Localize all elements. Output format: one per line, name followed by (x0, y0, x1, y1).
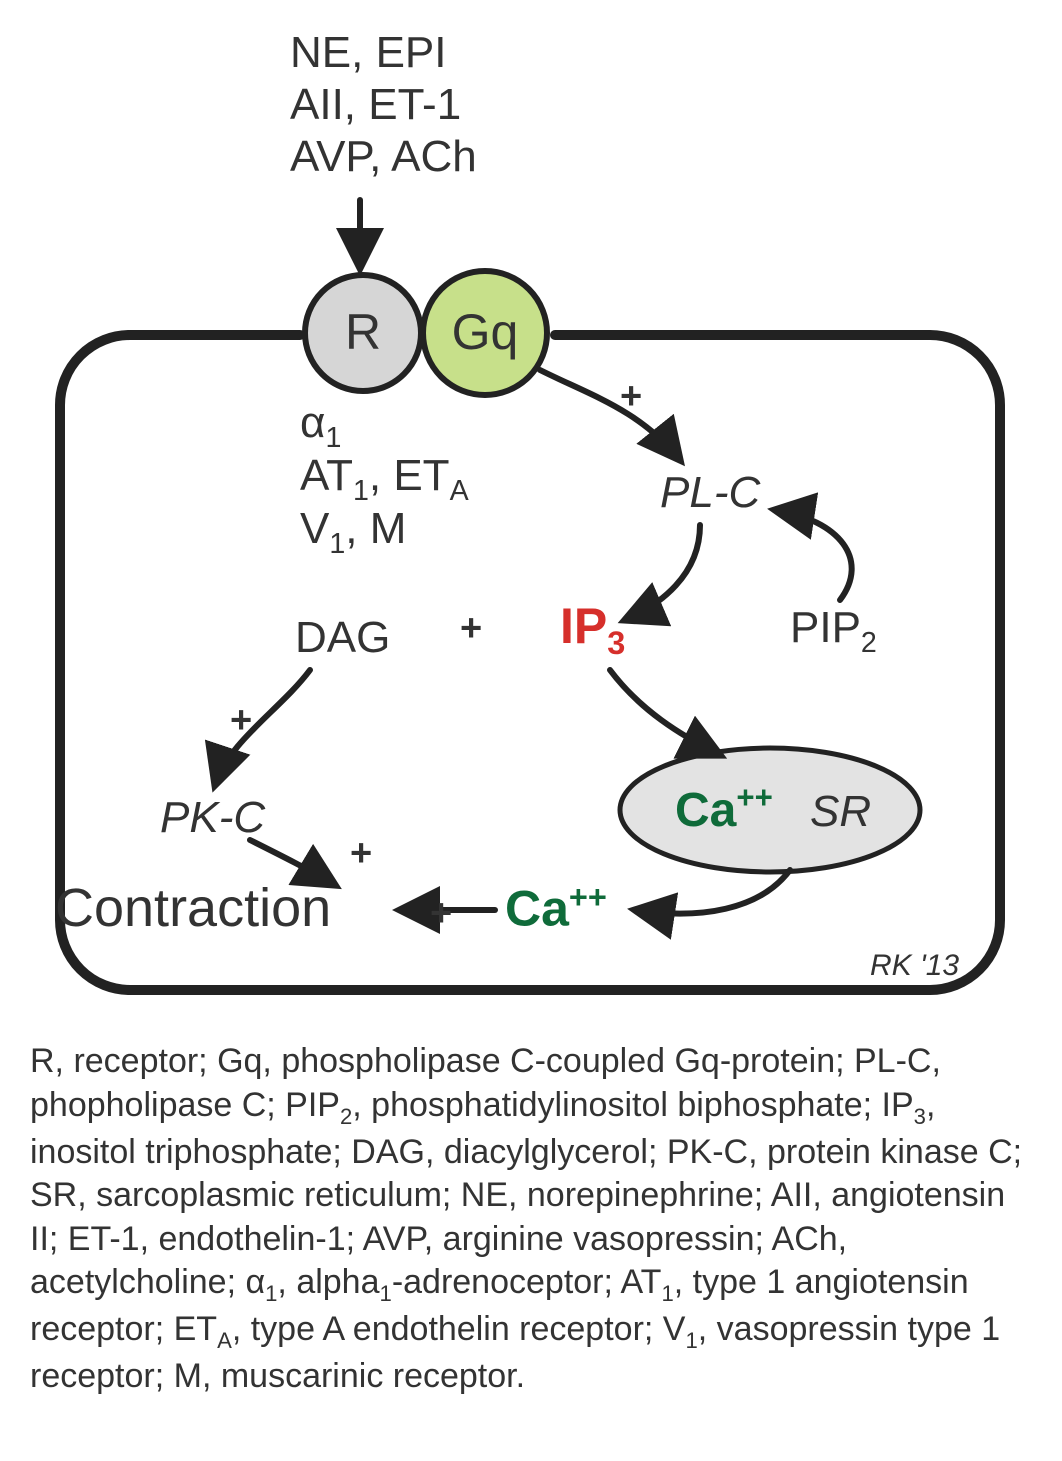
pip2-label: PIP2 (790, 605, 877, 658)
receptor-types: α1AT1, ETAV1, M (300, 400, 469, 558)
gq-text: Gq (452, 304, 519, 360)
arrow-IP3_to_SR (610, 670, 720, 755)
sr-text: SR (810, 787, 871, 836)
arrow-PLC_to_IP3 (625, 525, 700, 620)
legend-caption: R, receptor; Gq, phospholipase C-coupled… (30, 1040, 1030, 1399)
arrow-SR_to_Ca (635, 870, 790, 914)
contraction-label: Contraction (55, 880, 331, 937)
ip3-label: IP3 (560, 600, 625, 660)
ligand-line-3: AVP, ACh (290, 134, 477, 180)
plus-1: + (460, 607, 482, 649)
ca-free-label: Ca++ (505, 880, 607, 935)
pkc-label: PK-C (160, 795, 265, 841)
dag-label: DAG (295, 615, 390, 661)
plus-3: + (350, 832, 372, 874)
arrow-PIP2_to_PLC (775, 510, 852, 600)
arrow-Gq_to_PLC (540, 370, 680, 460)
plus-4: + (430, 892, 452, 934)
receptor-text: R (345, 304, 381, 360)
plus-0: + (620, 375, 642, 417)
signature: RK '13 (870, 950, 959, 982)
plc-label: PL-C (660, 470, 760, 516)
ligand-line-1: NE, EPI (290, 30, 447, 76)
plus-2: + (230, 699, 252, 741)
ligand-line-2: AII, ET-1 (290, 82, 461, 128)
